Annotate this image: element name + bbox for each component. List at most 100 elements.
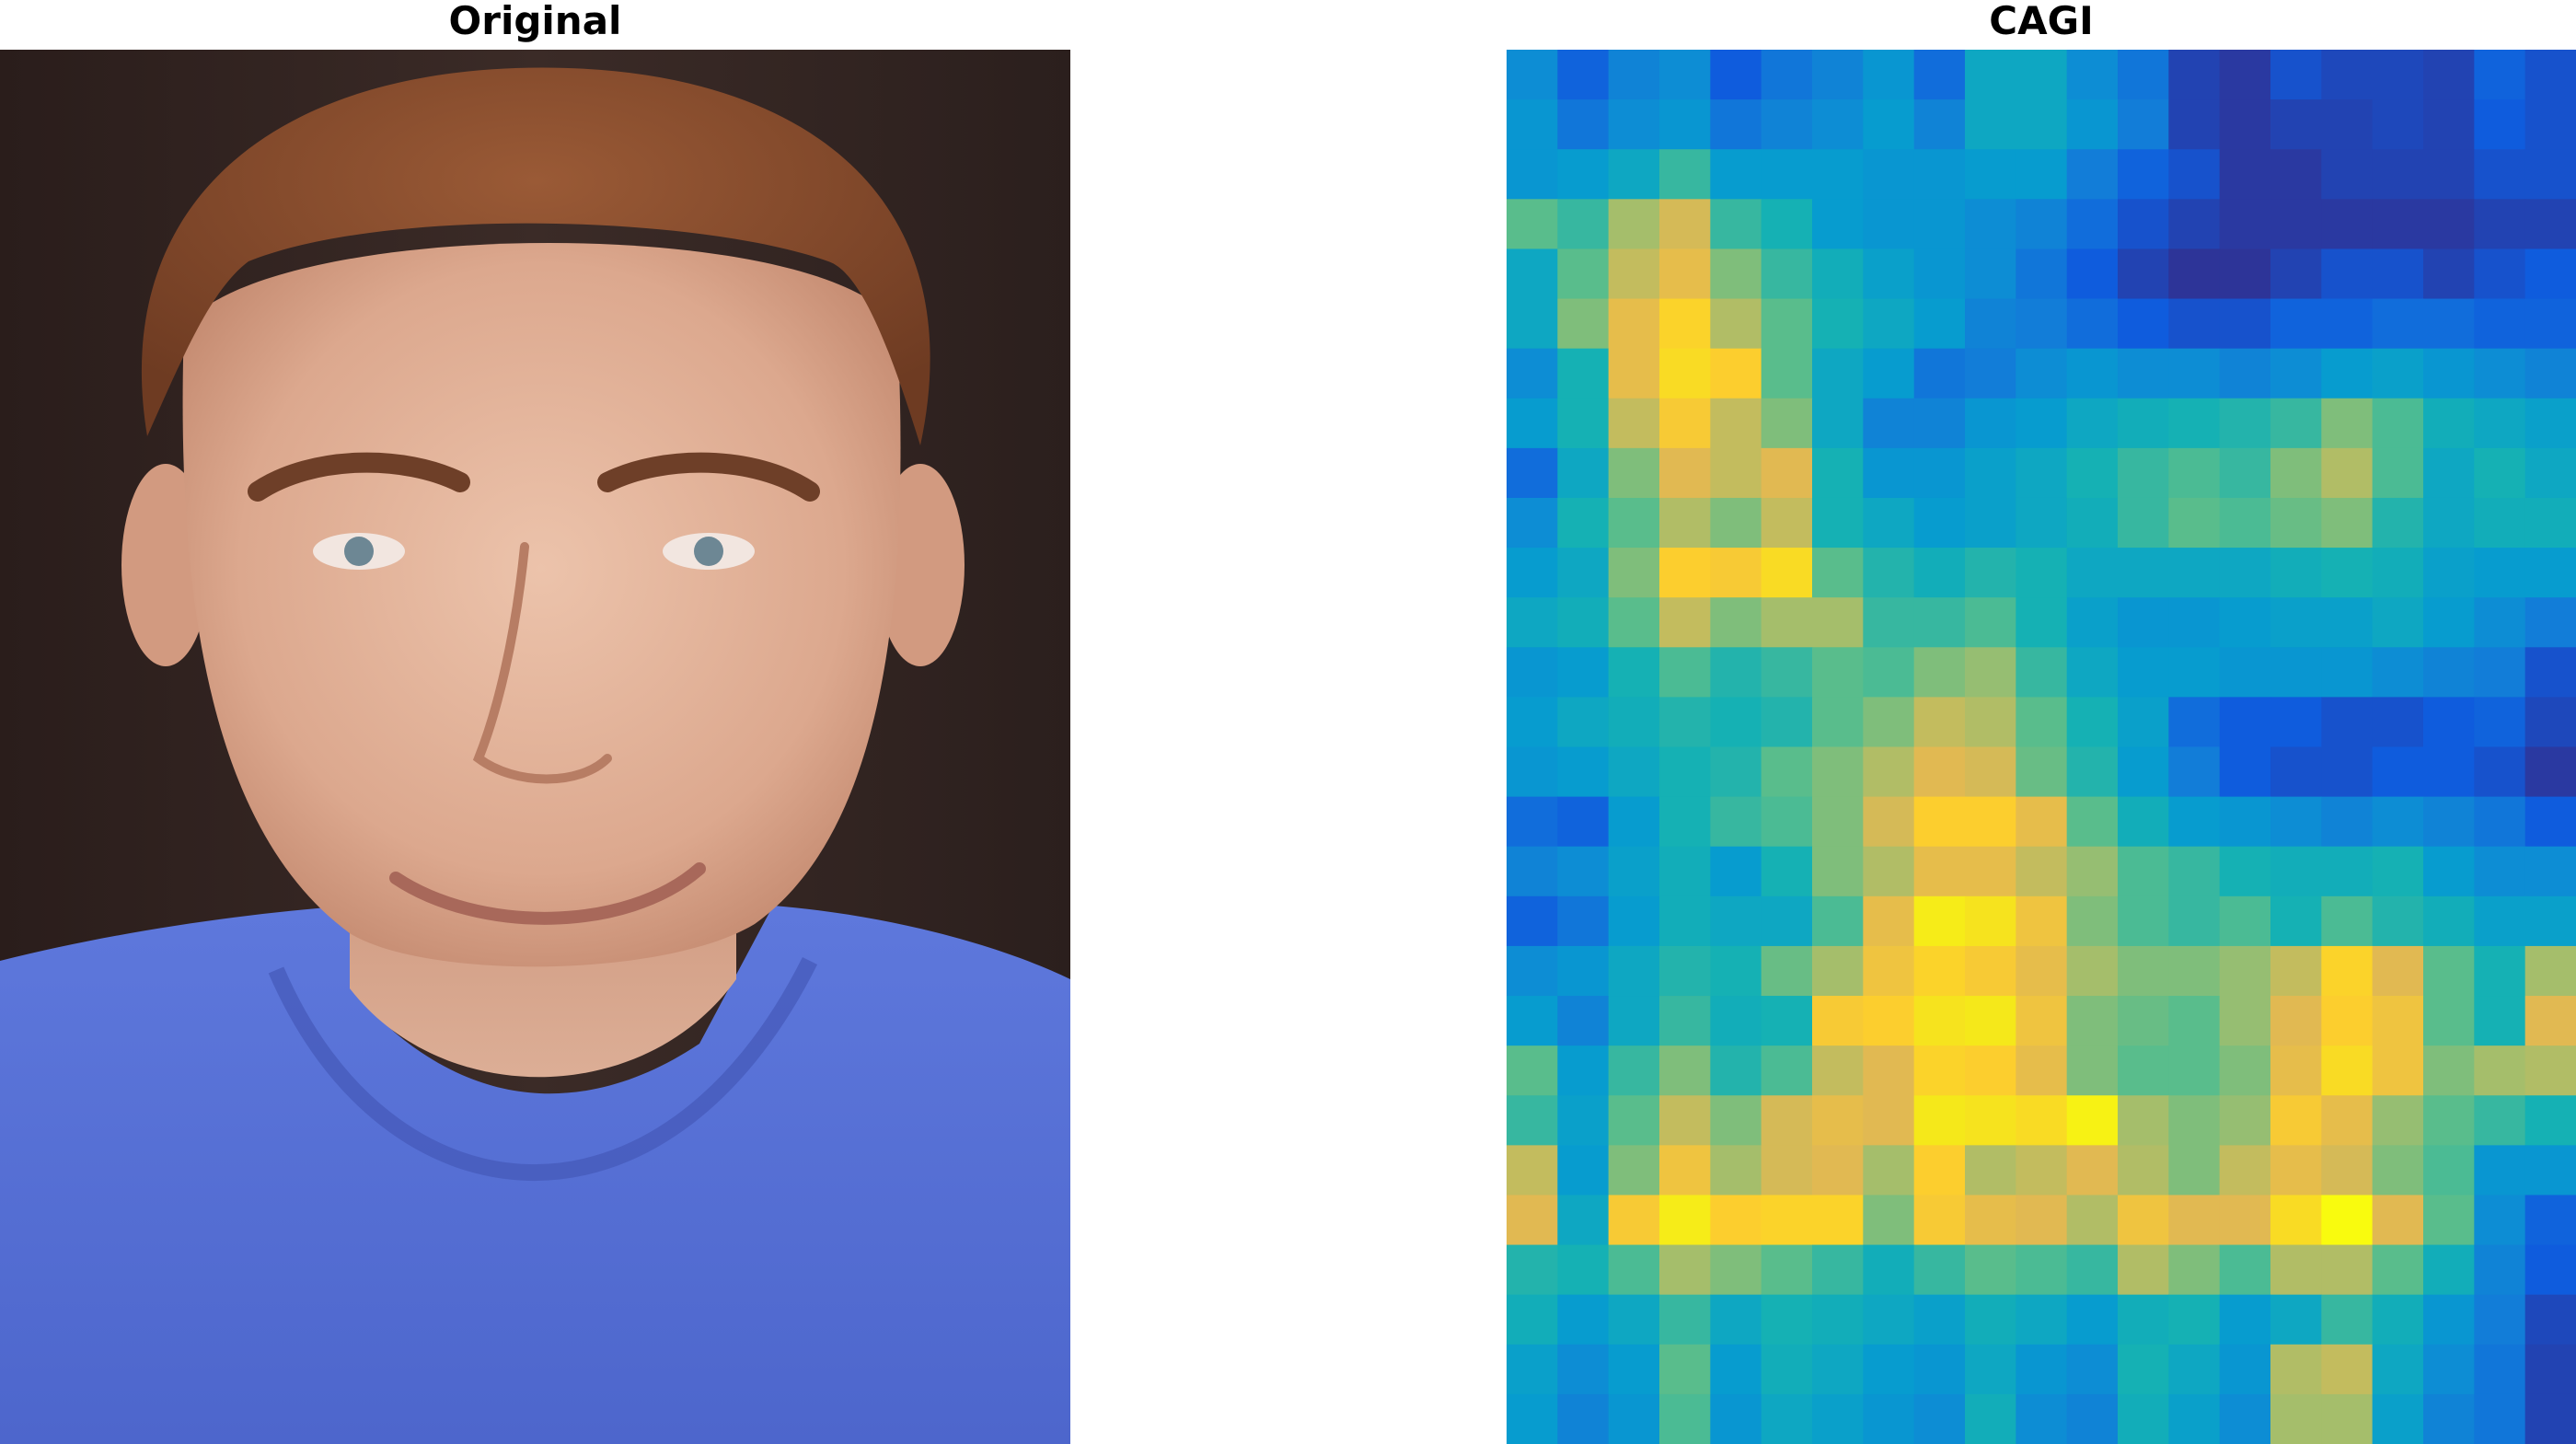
heatmap-cell — [2118, 1145, 2169, 1196]
heatmap-cell — [1507, 1244, 1558, 1296]
heatmap-cell — [1812, 548, 1864, 598]
heatmap-cell — [2524, 99, 2576, 150]
heatmap-cell — [2423, 945, 2475, 997]
heatmap-cell — [2524, 497, 2576, 549]
heatmap-cell — [2372, 746, 2424, 798]
heatmap-cell — [1913, 945, 1966, 997]
heatmap-cell — [2168, 597, 2221, 648]
heatmap-cell — [1761, 945, 1813, 997]
heatmap-cell — [2066, 1393, 2119, 1444]
heatmap-cell — [1812, 945, 1864, 997]
heatmap-cell — [1965, 697, 2016, 748]
heatmap-cell — [2016, 1145, 2068, 1196]
heatmap-cell — [1710, 199, 1762, 250]
heatmap-cell — [1965, 398, 2016, 449]
heatmap-cell — [2016, 199, 2068, 250]
heatmap-cell — [2270, 697, 2322, 748]
heatmap-cell — [2219, 796, 2271, 848]
heatmap-cell — [2524, 149, 2576, 200]
heatmap-cell — [1608, 1095, 1660, 1146]
heatmap-cell — [2321, 1045, 2374, 1096]
heatmap-cell — [2219, 996, 2271, 1046]
heatmap-cell — [2168, 945, 2221, 997]
heatmap-cell — [2474, 1145, 2526, 1196]
heatmap-cell — [1812, 1145, 1864, 1196]
heatmap-cell — [1659, 1095, 1711, 1146]
heatmap-cell — [1761, 1244, 1813, 1296]
heatmap-cell — [1659, 248, 1711, 300]
heatmap-cell — [2066, 1195, 2119, 1246]
heatmap-cell — [2118, 149, 2169, 200]
heatmap-cell — [2524, 1045, 2576, 1096]
heatmap-cell — [2423, 895, 2475, 947]
heatmap-cell — [2270, 1244, 2322, 1296]
heatmap-cell — [2219, 548, 2271, 598]
heatmap-cell — [1965, 348, 2016, 399]
heatmap-cell — [2372, 447, 2424, 499]
heatmap-cell — [1913, 1045, 1966, 1096]
heatmap-cell — [1557, 746, 1610, 798]
heatmap-cell — [2168, 1045, 2221, 1096]
heatmap-cell — [2016, 497, 2068, 549]
heatmap-cell — [2321, 746, 2374, 798]
heatmap-cell — [2066, 697, 2119, 748]
heatmap-cell — [2474, 99, 2526, 150]
heatmap-cell — [1710, 895, 1762, 947]
heatmap-cell — [1507, 1045, 1558, 1096]
heatmap-cell — [2066, 50, 2119, 100]
heatmap-cell — [1659, 1195, 1711, 1246]
heatmap-cell — [2321, 647, 2374, 698]
heatmap-cell — [1710, 348, 1762, 399]
heatmap-cell — [2016, 746, 2068, 798]
heatmap-cell — [1507, 996, 1558, 1046]
heatmap-cell — [2474, 1045, 2526, 1096]
heatmap-cell — [1965, 1294, 2016, 1346]
heatmap-cell — [2321, 1195, 2374, 1246]
panel-title-cagi: CAGI — [1989, 0, 2094, 43]
heatmap-cell — [1507, 1393, 1558, 1444]
heatmap-cell — [1557, 348, 1610, 399]
heatmap-cell — [1507, 298, 1558, 350]
heatmap-cell — [2270, 99, 2322, 150]
heatmap-cell — [1761, 895, 1813, 947]
heatmap-cell — [1761, 597, 1813, 648]
heatmap-cell — [2372, 945, 2424, 997]
heatmap-cell — [2524, 348, 2576, 399]
heatmap-cell — [2270, 199, 2322, 250]
heatmap-cell — [2372, 996, 2424, 1046]
heatmap-cell — [1608, 846, 1660, 897]
heatmap-cell — [2118, 1393, 2169, 1444]
heatmap-cell — [2524, 398, 2576, 449]
heatmap-cell — [1863, 945, 1915, 997]
heatmap-cell — [1761, 697, 1813, 748]
heatmap-cell — [2474, 548, 2526, 598]
heatmap-cell — [2372, 796, 2424, 848]
heatmap-cell — [2219, 1393, 2271, 1444]
heatmap-cell — [2321, 548, 2374, 598]
heatmap-cell — [1608, 697, 1660, 748]
heatmap-cell — [2524, 248, 2576, 300]
heatmap-cell — [2524, 746, 2576, 798]
heatmap-cell — [1507, 1095, 1558, 1146]
heatmap-cell — [2321, 99, 2374, 150]
heatmap-cell — [1710, 497, 1762, 549]
heatmap-cell — [1863, 1195, 1915, 1246]
heatmap-cell — [1965, 1045, 2016, 1096]
heatmap-cell — [1557, 1244, 1610, 1296]
heatmap-cell — [2168, 1244, 2221, 1296]
heatmap-cell — [1812, 1244, 1864, 1296]
heatmap-cell — [2118, 1045, 2169, 1096]
heatmap-cell — [1557, 1045, 1610, 1096]
heatmap-cell — [1965, 99, 2016, 150]
heatmap-cell — [1812, 1045, 1864, 1096]
heatmap-cell — [1761, 99, 1813, 150]
heatmap-cell — [2423, 746, 2475, 798]
heatmap-cell — [1863, 447, 1915, 499]
heatmap-cell — [2066, 647, 2119, 698]
heatmap-cell — [1965, 149, 2016, 200]
heatmap-cell — [2423, 597, 2475, 648]
heatmap-cell — [2219, 398, 2271, 449]
heatmap-cell — [1659, 398, 1711, 449]
right-eyebrow — [597, 452, 820, 502]
heatmap-cell — [1913, 199, 1966, 250]
